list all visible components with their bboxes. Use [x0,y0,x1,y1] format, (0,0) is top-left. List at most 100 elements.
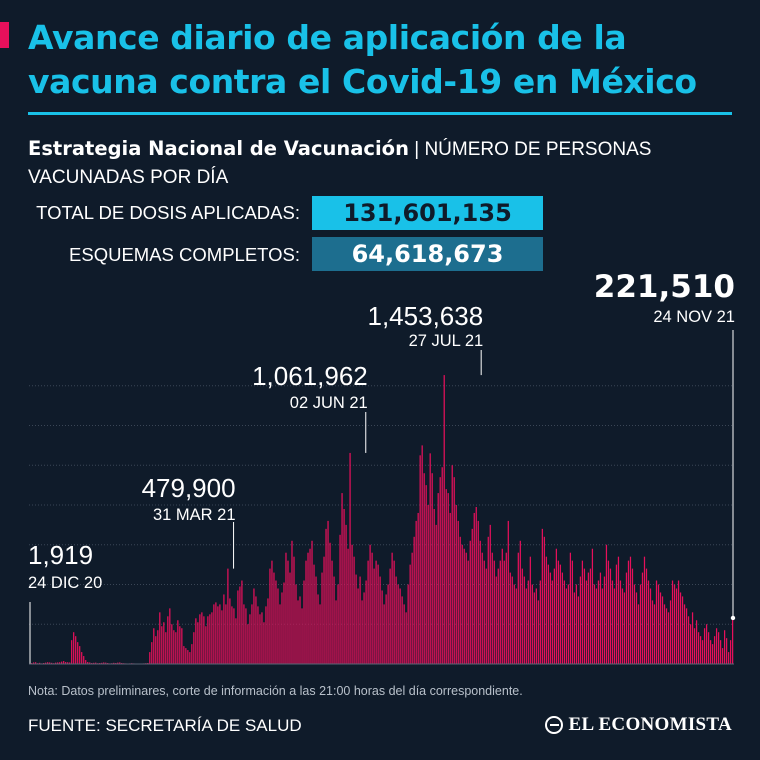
bar [239,586,241,664]
bar [257,606,259,664]
total-doses-value: 131,601,135 [312,196,543,230]
bar [439,477,441,664]
bar [203,616,205,664]
bar [297,600,299,664]
bar [485,568,487,664]
bar [349,452,351,664]
bar [357,588,359,664]
bar [395,576,397,664]
bar [427,505,429,664]
bar [305,560,307,664]
bar [397,584,399,664]
bar [501,548,503,664]
bar [409,564,411,665]
bar [265,606,267,664]
bar [371,552,373,664]
bar [213,604,215,665]
bar [51,662,53,664]
bar [195,618,197,664]
annotation-value: 479,900 [142,473,236,503]
bar [201,612,203,664]
title-accent-bar [0,22,9,48]
title-divider [28,112,732,115]
latest-value-dot [730,615,736,621]
bar [227,568,229,664]
bar [301,608,303,664]
bar [717,632,720,664]
annotation-value: 1,061,962 [252,361,368,391]
bar [703,628,706,664]
bar [653,604,656,665]
bar [175,632,177,664]
bar [641,572,644,664]
bar [563,580,565,664]
bar [475,506,477,664]
bar [583,568,586,664]
bar [45,662,47,664]
bar [341,493,343,664]
bar [285,552,287,664]
bar [167,616,169,664]
bar [633,584,636,664]
bar [389,568,391,664]
bar [571,560,574,664]
bar [493,560,495,664]
bar [379,576,381,664]
bar [361,600,363,664]
bar [369,544,371,664]
bar [345,524,347,665]
bar [645,568,648,664]
bar [347,548,349,664]
annotation-date: 02 JUN 21 [290,394,368,412]
bar [579,576,582,664]
bar [489,524,491,665]
bar [611,580,614,664]
bar [519,540,521,664]
bar [267,598,269,664]
bar [93,662,95,664]
bar [331,560,333,664]
bar [367,560,369,664]
bar [515,588,517,664]
bar [211,612,213,664]
bar [217,606,219,664]
bar [277,588,279,664]
bar [375,560,377,664]
bar [253,588,255,664]
bar [295,584,297,664]
annotation-value: 221,510 [594,269,735,305]
bar [449,512,451,664]
bar [603,576,606,664]
bar [189,652,191,664]
bar [117,662,119,664]
page-title: Avance diario de aplicación de la vacuna… [28,18,697,101]
bar [683,604,686,665]
bar [445,489,447,664]
bar [307,552,309,664]
bar [39,662,41,664]
bar [113,662,115,664]
bar [311,540,313,664]
bar [647,580,650,664]
bar [483,560,485,664]
bar [315,576,317,664]
bar [63,661,65,664]
bar [289,572,291,664]
bar [273,572,275,664]
bar [215,602,217,664]
bar [247,624,249,664]
bar [467,560,469,664]
bar [85,660,87,664]
bar [391,552,393,664]
bar [411,552,413,664]
source-text: FUENTE: SECRETARÍA DE SALUD [28,716,302,735]
bar [655,580,658,664]
bar [155,636,157,664]
logo-icon [544,716,563,734]
bar [325,528,327,664]
bar [719,640,722,664]
bar [453,477,455,664]
bar [55,662,57,664]
bar [517,552,519,664]
